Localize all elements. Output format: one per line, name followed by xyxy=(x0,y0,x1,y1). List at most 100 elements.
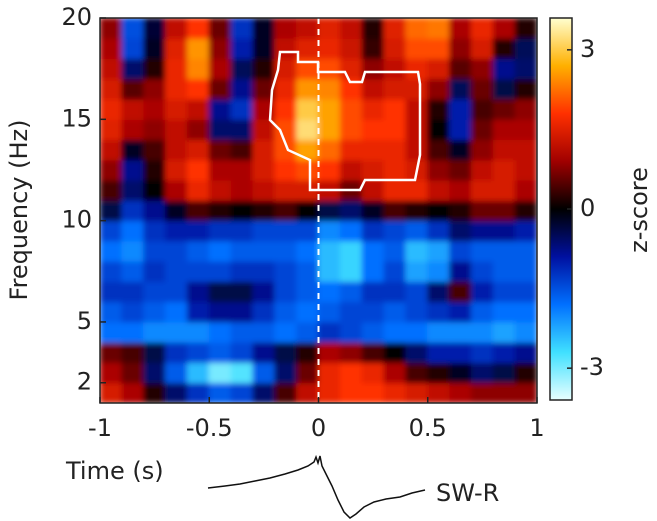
heatmap-cell xyxy=(470,58,494,80)
heatmap-cell xyxy=(449,301,472,323)
heatmap-cell xyxy=(492,260,516,282)
heatmap-cell xyxy=(143,280,167,303)
heatmap-cell xyxy=(427,18,451,39)
heatmap-cell xyxy=(427,37,451,60)
heatmap-cell xyxy=(383,159,407,181)
heatmap-cell xyxy=(208,98,232,120)
heatmap-cell xyxy=(252,260,276,282)
heatmap-cell xyxy=(252,199,276,222)
heatmap-cell xyxy=(492,280,516,303)
heatmap-cell xyxy=(100,321,123,343)
heatmap-cell xyxy=(405,382,429,403)
heatmap-cell xyxy=(339,361,363,384)
heatmap-cell xyxy=(492,78,516,100)
y-tick-label: 20 xyxy=(61,3,92,31)
heatmap-cell xyxy=(252,220,276,242)
heatmap-cell xyxy=(165,159,188,181)
heatmap-cell xyxy=(514,78,537,100)
heatmap-cell xyxy=(274,240,298,262)
heatmap-cell xyxy=(230,240,254,262)
heatmap-cell xyxy=(100,260,123,282)
heatmap-cell xyxy=(252,341,276,363)
heatmap-cell xyxy=(318,37,341,60)
heatmap-cell xyxy=(383,78,407,100)
heatmap-cell xyxy=(470,260,494,282)
heatmap-cell xyxy=(208,179,232,201)
heatmap-cell xyxy=(339,37,363,60)
heatmap-cell xyxy=(208,159,232,181)
heatmap-cell xyxy=(165,321,188,343)
heatmap-cell xyxy=(186,139,210,161)
heatmap-cell xyxy=(143,240,167,262)
heatmap-cell xyxy=(492,321,516,343)
heatmap-cell xyxy=(383,382,407,403)
heatmap-cell xyxy=(405,118,429,141)
heatmap-cell xyxy=(339,78,363,100)
heatmap-cell xyxy=(427,220,451,242)
heatmap-cell xyxy=(230,118,254,141)
heatmap-cell xyxy=(339,98,363,120)
x-tick-label: 0.5 xyxy=(409,414,447,442)
heatmap-cell xyxy=(296,301,319,323)
heatmap-cell xyxy=(296,58,319,80)
heatmap-cell xyxy=(252,159,276,181)
heatmap-cell xyxy=(143,37,167,60)
heatmap-cell xyxy=(121,118,145,141)
heatmap-cell xyxy=(470,98,494,120)
heatmap-cell xyxy=(165,199,188,222)
y-tick-label: 2 xyxy=(77,368,92,396)
heatmap-cell xyxy=(405,37,429,60)
heatmap-cell xyxy=(449,321,472,343)
heatmap-cell xyxy=(230,361,254,384)
heatmap-cell xyxy=(143,179,167,201)
heatmap-cell xyxy=(274,220,298,242)
heatmap-cell xyxy=(274,382,298,403)
heatmap-cell xyxy=(427,58,451,80)
heatmap-cell xyxy=(514,199,537,222)
heatmap-cell xyxy=(514,341,537,363)
heatmap-cell xyxy=(339,382,363,403)
heatmap-cell xyxy=(100,78,123,100)
heatmap-cell xyxy=(100,18,123,39)
heatmap-cell xyxy=(230,199,254,222)
heatmap-cell xyxy=(165,220,188,242)
heatmap-cell xyxy=(361,220,385,242)
heatmap-cell xyxy=(339,18,363,39)
heatmap-cell xyxy=(186,58,210,80)
heatmap-cell xyxy=(143,382,167,403)
heatmap-cell xyxy=(230,382,254,403)
heatmap-cell xyxy=(186,220,210,242)
heatmap-cell xyxy=(383,240,407,262)
heatmap-cell xyxy=(165,37,188,60)
heatmap-cell xyxy=(230,18,254,39)
heatmap-cell xyxy=(208,321,232,343)
heatmap-cell xyxy=(383,301,407,323)
heatmap-cell xyxy=(405,240,429,262)
heatmap-cell xyxy=(143,159,167,181)
heatmap-cell xyxy=(318,382,341,403)
heatmap-cell xyxy=(165,382,188,403)
heatmap-cell xyxy=(361,179,385,201)
heatmap-cell xyxy=(427,240,451,262)
heatmap-cell xyxy=(427,139,451,161)
heatmap-cell xyxy=(186,280,210,303)
heatmap-cell xyxy=(208,220,232,242)
heatmap-cell xyxy=(208,341,232,363)
heatmap-cell xyxy=(296,260,319,282)
heatmap-cell xyxy=(274,58,298,80)
heatmap-cell xyxy=(383,199,407,222)
heatmap-cell xyxy=(296,37,319,60)
heatmap-cell xyxy=(252,78,276,100)
heatmap-cell xyxy=(318,18,341,39)
heatmap-cell xyxy=(405,199,429,222)
heatmap-cell xyxy=(296,159,319,181)
heatmap-cell xyxy=(470,139,494,161)
heatmap-cell xyxy=(383,321,407,343)
heatmap-cell xyxy=(514,280,537,303)
heatmap-cell xyxy=(186,18,210,39)
heatmap-cell xyxy=(449,118,472,141)
heatmap-cell xyxy=(405,361,429,384)
heatmap-cell xyxy=(230,280,254,303)
heatmap-cell xyxy=(470,341,494,363)
heatmap-cell xyxy=(230,321,254,343)
